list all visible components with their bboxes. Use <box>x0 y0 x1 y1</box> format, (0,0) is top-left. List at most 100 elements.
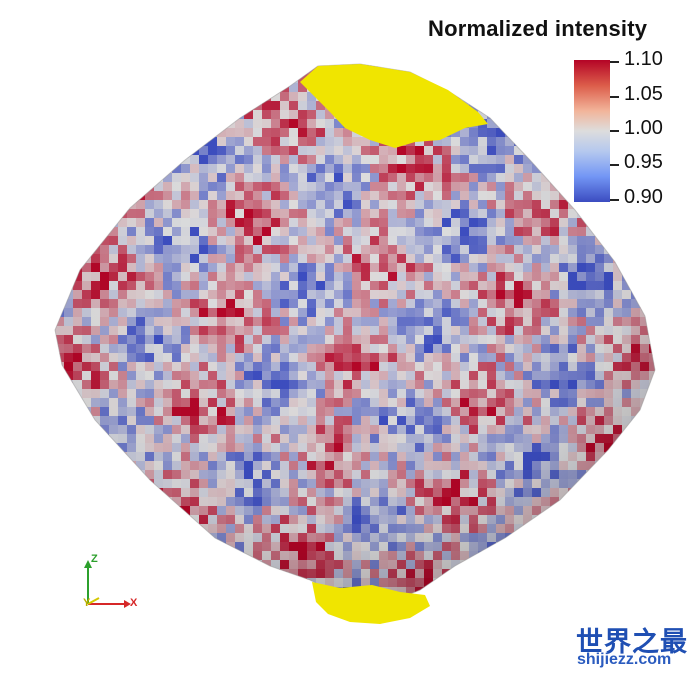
surface-tile <box>64 64 74 68</box>
surface-tile <box>82 137 92 149</box>
surface-tile <box>568 587 578 599</box>
surface-tile <box>190 64 200 68</box>
surface-tile <box>631 515 641 527</box>
surface-tile <box>226 92 236 104</box>
surface-tile <box>172 587 182 599</box>
surface-tile <box>163 65 173 77</box>
surface-tile <box>559 64 569 68</box>
surface-tile <box>55 407 65 419</box>
surface-tile <box>136 65 146 77</box>
surface-tile <box>631 551 641 563</box>
surface-tile <box>190 587 200 599</box>
surface-tile <box>271 65 281 77</box>
surface-tile <box>613 191 623 203</box>
surface-tile <box>199 101 209 113</box>
surface-tile <box>118 470 128 482</box>
surface-tile <box>244 74 254 86</box>
surface-tile <box>91 515 101 527</box>
surface-tile <box>181 542 191 554</box>
surface-tile <box>514 92 524 104</box>
surface-tile <box>559 173 569 185</box>
surface-tile <box>55 137 56 149</box>
surface-tile <box>64 218 74 230</box>
surface-tile <box>100 542 110 554</box>
surface-tile <box>640 524 650 536</box>
surface-tile <box>91 155 101 167</box>
surface-tile <box>118 488 128 500</box>
surface-tile <box>154 128 164 140</box>
surface-tile <box>118 92 128 104</box>
surface-tile <box>658 317 668 329</box>
surface-tile <box>442 587 452 599</box>
surface-tile <box>73 488 83 500</box>
surface-tile <box>469 587 479 599</box>
surface-tile <box>532 542 542 554</box>
surface-tile <box>118 461 128 473</box>
surface-tile <box>82 128 92 140</box>
surface-tile <box>604 524 614 536</box>
surface-tile <box>640 461 650 473</box>
surface-tile <box>541 65 551 77</box>
surface-tile <box>55 92 65 104</box>
surface-tile <box>109 155 119 167</box>
surface-tile <box>406 64 416 68</box>
surface-tile <box>55 569 56 581</box>
surface-tile <box>100 461 110 473</box>
surface-tile <box>73 578 83 590</box>
surface-tile <box>91 587 101 599</box>
surface-tile <box>631 263 641 275</box>
surface-tile <box>190 605 200 617</box>
surface-tile <box>235 101 245 113</box>
surface-tile <box>460 83 470 95</box>
surface-tile <box>658 425 668 437</box>
surface-tile <box>469 92 479 104</box>
surface-tile <box>235 65 245 77</box>
surface-tile <box>55 578 56 590</box>
surface-tile <box>487 587 497 599</box>
surface-tile <box>127 488 137 500</box>
surface-tile <box>235 569 245 581</box>
surface-tile <box>226 74 236 86</box>
surface-tile <box>181 101 191 113</box>
surface-tile <box>154 506 164 518</box>
surface-tile <box>118 65 128 77</box>
surface-tile <box>55 182 56 194</box>
surface-tile <box>379 64 389 68</box>
surface-tile <box>55 497 56 509</box>
surface-tile <box>73 227 83 239</box>
surface-tile <box>622 245 632 257</box>
surface-tile <box>523 74 533 86</box>
surface-tile <box>55 317 56 329</box>
surface-tile <box>514 542 524 554</box>
surface-tile <box>649 569 655 581</box>
surface-tile <box>532 569 542 581</box>
surface-tile <box>613 461 623 473</box>
surface-tile <box>145 524 155 536</box>
surface-tile <box>424 65 434 77</box>
surface-tile <box>505 64 515 68</box>
surface-tile <box>136 155 146 167</box>
surface-tile <box>640 533 650 545</box>
surface-tile <box>163 506 173 518</box>
surface-tile <box>109 497 119 509</box>
surface-tile <box>613 137 623 149</box>
surface-tile <box>631 542 641 554</box>
surface-tile <box>118 479 128 491</box>
surface-tile <box>442 596 452 600</box>
surface-tile <box>649 236 655 248</box>
surface-tile <box>208 551 218 563</box>
surface-tile <box>154 551 164 563</box>
surface-tile <box>550 506 560 518</box>
surface-tile <box>100 182 110 194</box>
surface-tile <box>658 245 668 257</box>
surface-tile <box>658 596 668 608</box>
surface-tile <box>568 605 578 617</box>
surface-tile <box>73 254 83 266</box>
surface-tile <box>55 452 65 464</box>
surface-tile <box>181 64 191 68</box>
surface-tile <box>181 128 191 140</box>
surface-tile <box>514 596 524 600</box>
surface-tile <box>55 146 56 158</box>
surface-tile <box>109 128 119 140</box>
surface-tile <box>271 64 281 68</box>
